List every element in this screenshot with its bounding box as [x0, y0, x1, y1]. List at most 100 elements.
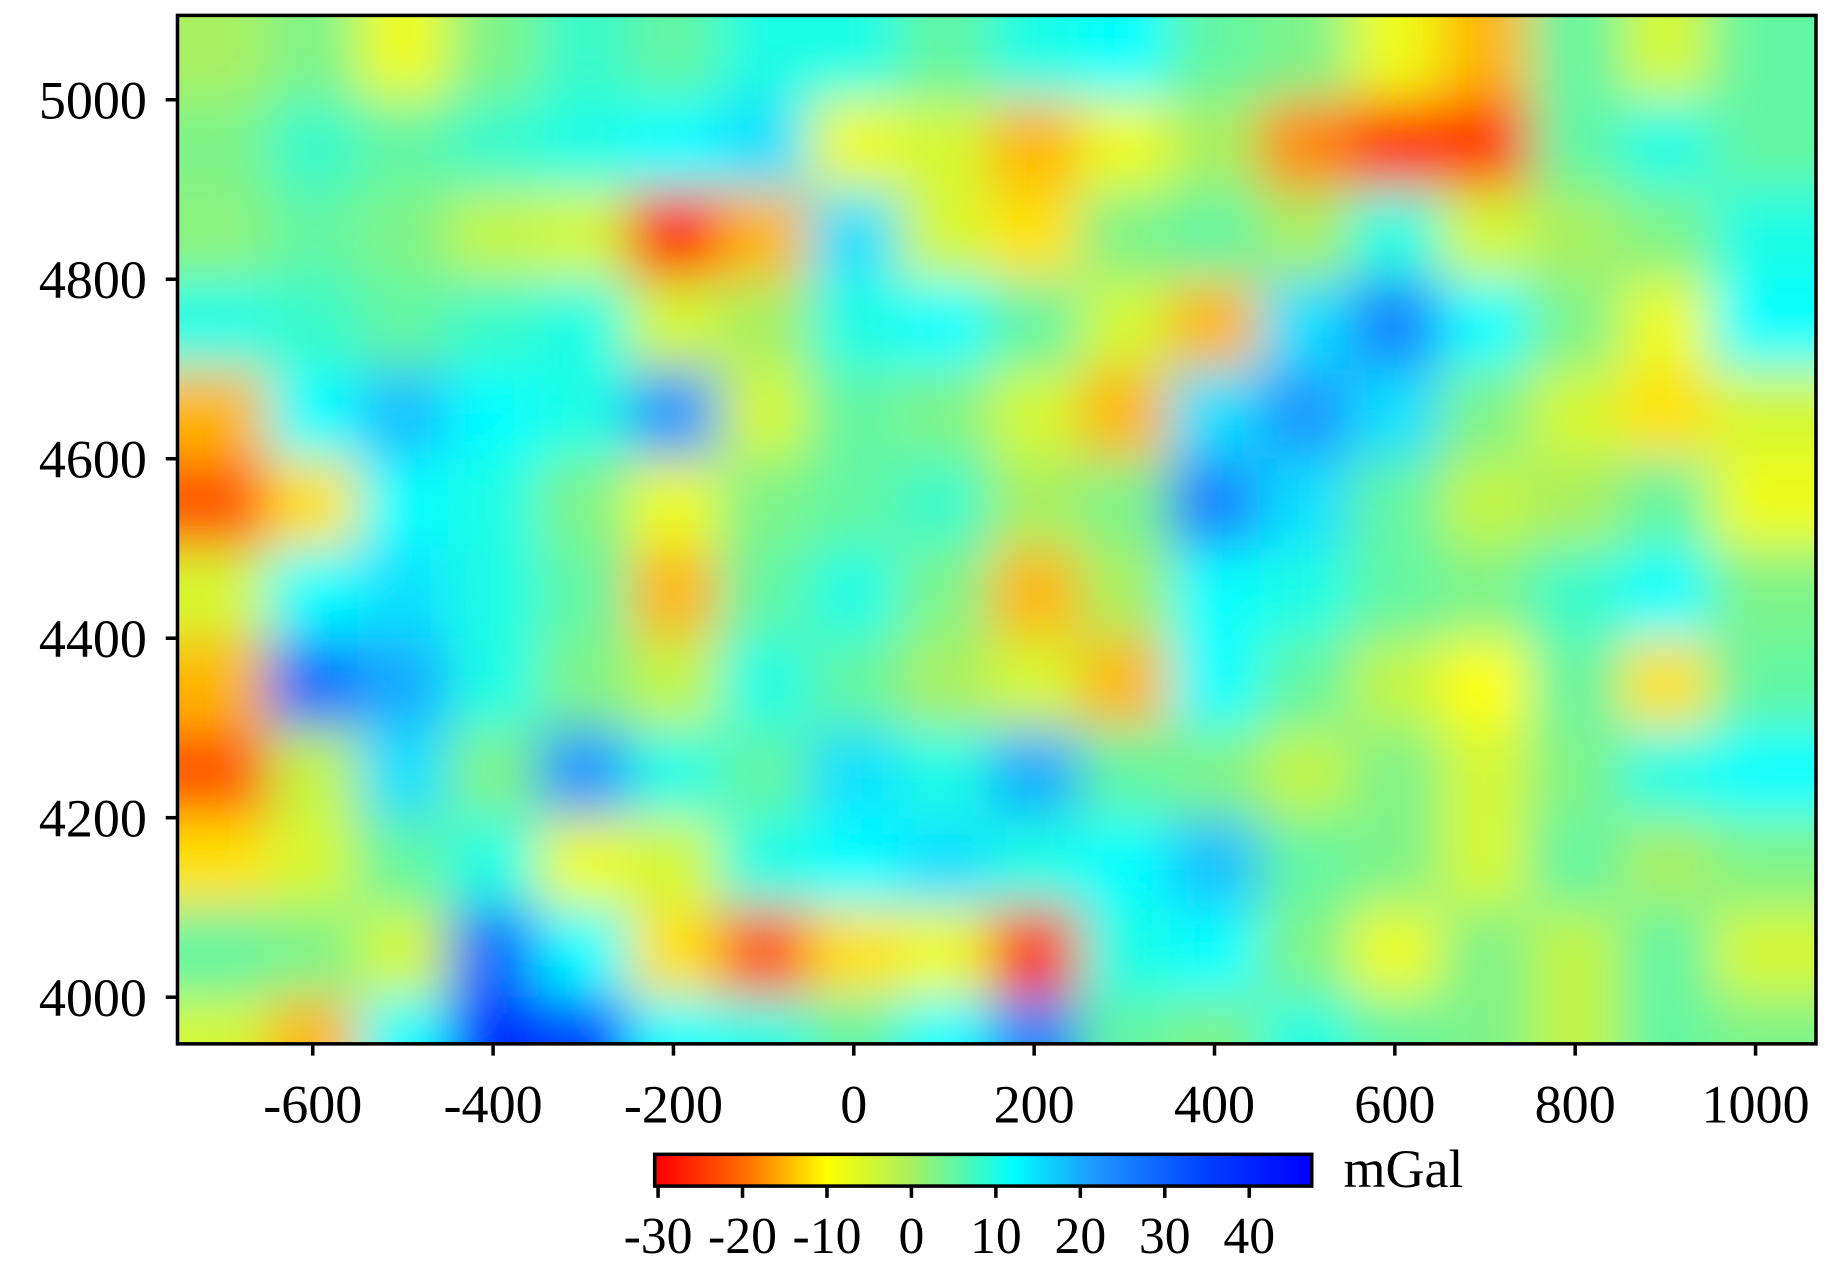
heat-cell [448, 997, 539, 1044]
heat-cell [808, 368, 900, 460]
heat-cell [538, 189, 629, 280]
heat-cell [267, 279, 359, 370]
plot-frame [175, 13, 1818, 1046]
heat-cell [718, 15, 810, 101]
heat-cell [448, 817, 539, 909]
heat-cell [989, 279, 1080, 370]
heat-cell [1259, 99, 1351, 191]
heat-cell [898, 548, 990, 639]
heat-cell [628, 458, 720, 550]
heat-cell [1710, 817, 1816, 909]
plot-area [177, 15, 1816, 1044]
heat-cell [898, 997, 990, 1044]
heat-cell [1439, 189, 1531, 280]
heat-cell [267, 189, 359, 280]
heat-cell [989, 368, 1080, 460]
heat-cell [357, 997, 449, 1044]
heat-cell [1710, 997, 1816, 1044]
heat-cell [718, 548, 810, 639]
heat-cell [1349, 727, 1441, 819]
heat-cell [538, 907, 629, 998]
heat-cell [1439, 997, 1531, 1044]
heat-cell [1439, 548, 1531, 639]
heat-cell [1079, 15, 1170, 101]
heat-cell [538, 638, 629, 729]
heat-cell [538, 817, 629, 909]
heat-cell [448, 727, 539, 819]
y-tick-label: 4200 [39, 789, 147, 849]
colorbar-tick-label: -30 [624, 1208, 693, 1265]
heat-cell [1349, 458, 1441, 550]
heat-cell [1079, 99, 1170, 191]
heat-cell [898, 189, 990, 280]
heat-cell [1169, 727, 1261, 819]
y-tick-label: 5000 [39, 71, 147, 131]
heat-cell [357, 638, 449, 729]
heatmap [177, 15, 1816, 1044]
heat-cell [989, 99, 1080, 191]
heat-cell [1349, 189, 1441, 280]
heat-cell [808, 638, 900, 729]
heat-cell [1530, 189, 1621, 280]
heat-cell [267, 548, 359, 639]
colorbar-tick-label: 30 [1139, 1208, 1191, 1265]
heat-cell [177, 99, 269, 191]
heat-cell [1079, 817, 1170, 909]
heat-cell [898, 15, 990, 101]
heat-cell [808, 189, 900, 280]
heat-cell [1169, 279, 1261, 370]
heat-cell [448, 907, 539, 998]
heat-cell [448, 279, 539, 370]
heat-cell [177, 279, 269, 370]
heat-cell [448, 638, 539, 729]
heat-cell [357, 279, 449, 370]
heat-cell [267, 907, 359, 998]
heat-cell [177, 548, 269, 639]
heat-cell [628, 997, 720, 1044]
heat-cell [1530, 907, 1621, 998]
heat-cell [538, 99, 629, 191]
heat-cell [1259, 279, 1351, 370]
x-tick-label: 600 [1354, 1075, 1435, 1135]
heat-cell [1620, 458, 1712, 550]
heat-cell [898, 458, 990, 550]
heat-cell [538, 548, 629, 639]
heat-cell [628, 15, 720, 101]
heat-cell [357, 15, 449, 101]
heat-cell [538, 727, 629, 819]
heat-cell [538, 997, 629, 1044]
heat-cell [1259, 15, 1351, 101]
heat-cell [538, 458, 629, 550]
heat-cell [628, 817, 720, 909]
heat-cell [1620, 817, 1712, 909]
heat-cell [538, 15, 629, 101]
heat-cell [1259, 368, 1351, 460]
x-tick-label: -400 [444, 1075, 543, 1135]
heat-cell [1169, 368, 1261, 460]
heat-cell [1620, 548, 1712, 639]
y-tick-label: 4000 [39, 968, 147, 1028]
heat-cell [1530, 99, 1621, 191]
heat-cell [448, 15, 539, 101]
heat-cell [267, 638, 359, 729]
heat-cell [989, 15, 1080, 101]
heat-cell [1079, 279, 1170, 370]
colorbar-tick-label: 10 [970, 1208, 1022, 1265]
heat-cell [448, 368, 539, 460]
heat-cell [1169, 99, 1261, 191]
heat-cell [808, 15, 900, 101]
heat-cell [898, 368, 990, 460]
heat-cell [628, 638, 720, 729]
heat-cell [989, 997, 1080, 1044]
heat-cell [1620, 997, 1712, 1044]
heat-cell [177, 368, 269, 460]
heat-cell [1620, 727, 1712, 819]
heat-cell [898, 279, 990, 370]
heat-cell [718, 368, 810, 460]
heat-cell [1530, 279, 1621, 370]
heat-cell [538, 279, 629, 370]
heat-cell [177, 997, 269, 1044]
heat-cell [718, 458, 810, 550]
heat-cell [989, 548, 1080, 639]
